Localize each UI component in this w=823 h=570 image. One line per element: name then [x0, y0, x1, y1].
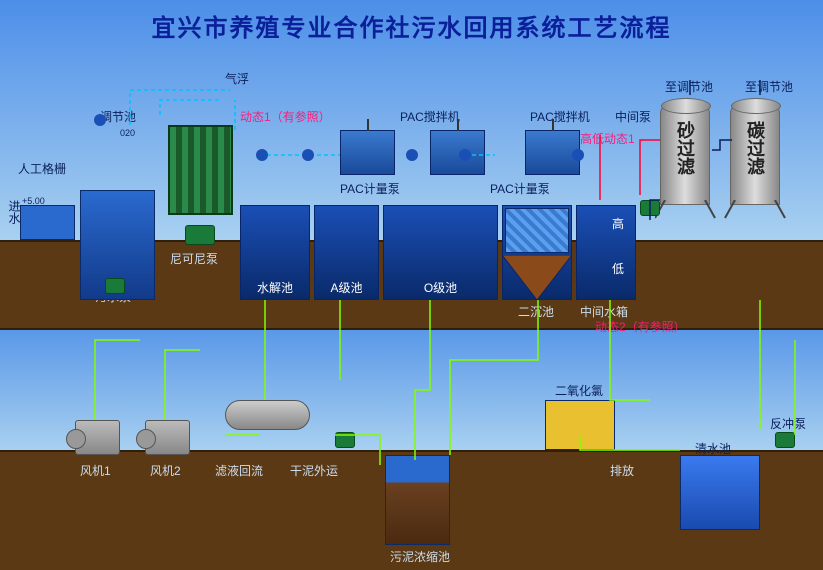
pipes-upper — [0, 0, 823, 330]
pipes-lower — [0, 300, 823, 570]
